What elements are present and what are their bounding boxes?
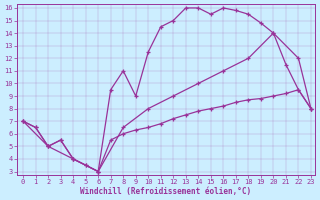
X-axis label: Windchill (Refroidissement éolien,°C): Windchill (Refroidissement éolien,°C)	[80, 187, 251, 196]
